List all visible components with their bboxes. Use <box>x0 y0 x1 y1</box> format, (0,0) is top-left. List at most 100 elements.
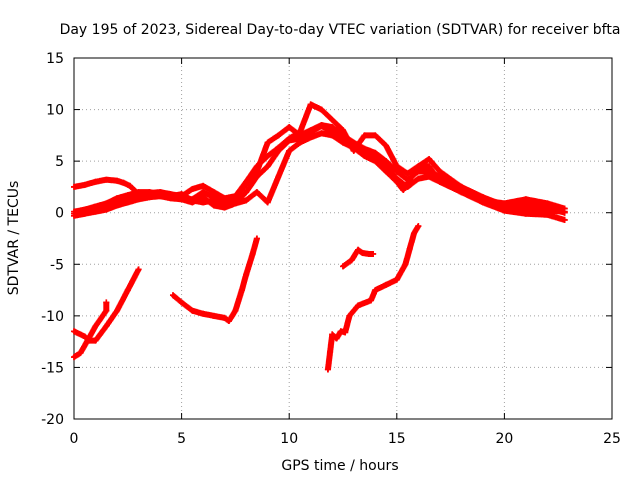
data-point <box>126 182 133 189</box>
data-point <box>355 246 362 253</box>
data-point <box>275 132 282 139</box>
data-point <box>296 132 303 139</box>
data-point <box>522 196 529 203</box>
data-point <box>264 163 271 170</box>
data-points <box>71 101 568 373</box>
data-point <box>307 101 314 108</box>
data-point <box>264 139 271 146</box>
data-point <box>406 245 413 252</box>
data-point <box>372 287 379 294</box>
data-point <box>103 307 110 314</box>
data-point <box>189 307 196 314</box>
data-point <box>253 189 260 196</box>
data-point <box>415 163 422 170</box>
data-point <box>340 127 346 134</box>
data-point <box>135 194 142 201</box>
data-point <box>157 192 164 199</box>
data-point <box>286 124 293 131</box>
data-point <box>146 193 153 200</box>
data-point <box>350 139 357 146</box>
data-point <box>393 276 400 283</box>
data-point <box>71 183 77 190</box>
data-point <box>221 197 228 204</box>
data-point <box>275 147 282 154</box>
data-point <box>348 257 355 264</box>
data-point <box>458 189 465 196</box>
data-point <box>71 354 77 361</box>
data-point <box>340 132 346 139</box>
data-point <box>114 307 121 314</box>
data-point <box>329 132 336 139</box>
data-point <box>200 199 207 206</box>
y-tick-label: 15 <box>46 51 64 67</box>
data-point <box>103 299 110 306</box>
series-trace-3 <box>71 130 568 223</box>
data-point <box>238 287 245 294</box>
data-point <box>329 124 336 131</box>
data-point <box>404 170 411 177</box>
data-point <box>383 158 390 165</box>
data-point <box>329 331 336 338</box>
data-point <box>393 175 400 182</box>
data-point <box>426 163 433 170</box>
data-point <box>275 173 282 180</box>
data-point <box>253 168 260 175</box>
data-point <box>114 177 121 184</box>
data-point <box>114 195 121 202</box>
data-point <box>307 127 314 134</box>
chart-title: Day 195 of 2023, Sidereal Day-to-day VTE… <box>60 22 621 38</box>
data-point <box>81 181 88 188</box>
data-point <box>92 206 99 213</box>
data-point <box>83 338 90 345</box>
data-point <box>167 194 174 201</box>
data-point <box>361 132 368 139</box>
data-point <box>501 207 508 214</box>
data-point <box>402 261 409 268</box>
data-point <box>243 271 250 278</box>
data-point <box>327 348 334 355</box>
data-point <box>426 168 433 175</box>
y-tick-label: -5 <box>50 257 64 273</box>
data-point <box>249 250 256 257</box>
data-point <box>333 335 340 342</box>
series-trace-4 <box>71 122 568 217</box>
data-point <box>479 194 486 201</box>
data-point <box>329 116 336 123</box>
data-point <box>189 185 196 192</box>
data-point <box>71 210 77 217</box>
data-point <box>318 106 325 113</box>
data-point <box>415 175 422 182</box>
data-point <box>200 182 207 189</box>
data-point <box>81 333 88 340</box>
data-point <box>210 202 217 209</box>
axis-ticks: 0 5 10 15 20 25 -20 -15 -10 -5 0 5 10 15 <box>41 51 621 447</box>
data-point <box>232 200 239 207</box>
data-point <box>221 204 228 211</box>
x-tick-label: 15 <box>388 431 406 447</box>
x-tick-label: 20 <box>495 431 513 447</box>
y-tick-label: -15 <box>41 360 64 376</box>
data-point <box>415 223 422 230</box>
y-tick-label: 5 <box>55 154 64 170</box>
data-point <box>372 132 379 139</box>
data-point <box>200 189 207 196</box>
data-point <box>232 195 239 202</box>
data-point <box>71 328 77 335</box>
x-axis-label: GPS time / hours <box>281 458 398 474</box>
data-point <box>411 230 418 237</box>
data-point <box>436 178 443 185</box>
data-point <box>103 204 110 211</box>
data-point <box>501 202 508 209</box>
data-marker-trace <box>324 223 422 373</box>
data-point <box>135 266 142 273</box>
series-trace-9 <box>324 223 422 373</box>
data-point <box>103 176 110 183</box>
data-point <box>342 329 349 336</box>
data-marker-trace <box>170 235 260 324</box>
data-point <box>200 194 207 201</box>
data-point <box>92 178 99 185</box>
data-point <box>243 197 250 204</box>
data-point <box>92 337 99 344</box>
y-tick-label: 10 <box>46 103 64 119</box>
data-point <box>404 183 411 190</box>
